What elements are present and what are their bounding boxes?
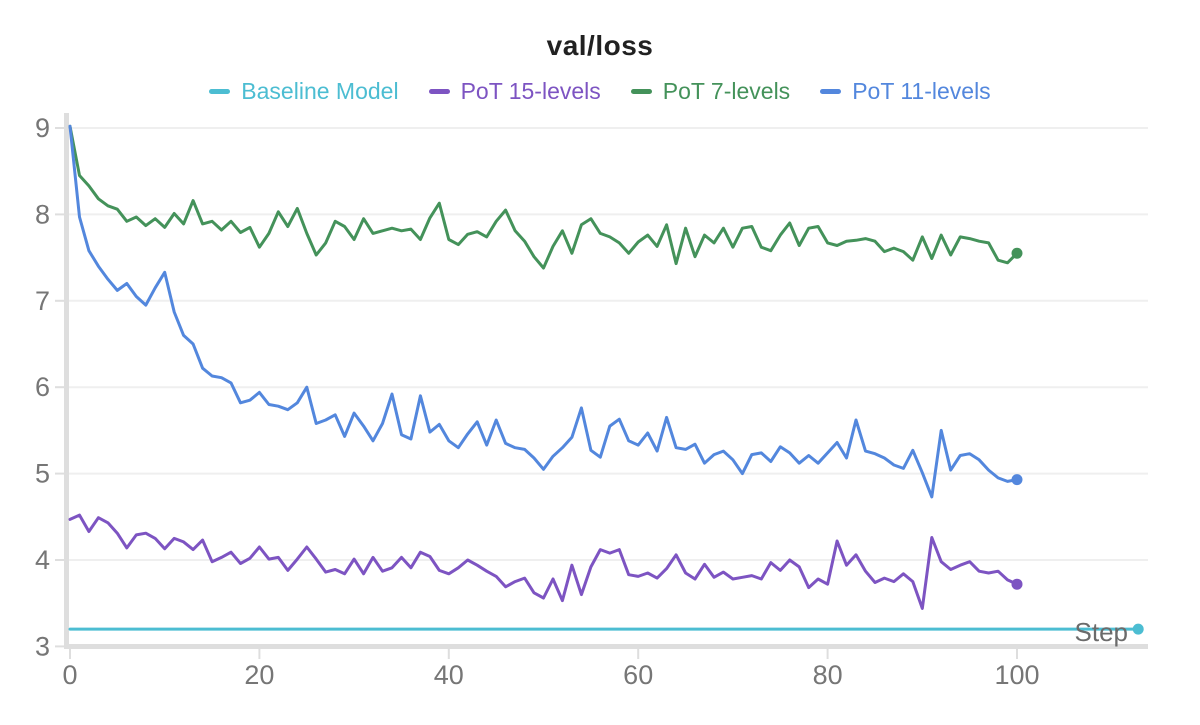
plot-area: 3 4 5 6 7 8 9 0 20 40 60 80 100 Step <box>0 0 1200 725</box>
x-tick-label: 80 <box>813 660 843 690</box>
y-tick-label: 5 <box>35 459 50 489</box>
series-end-dot-pot-11-levels <box>1012 474 1023 485</box>
y-tick-label: 3 <box>35 631 50 661</box>
series-line-pot-15-levels <box>70 515 1017 608</box>
series-end-dot-baseline-model <box>1133 624 1144 635</box>
y-tick-label: 8 <box>35 199 50 229</box>
series-line-pot-11-levels <box>70 126 1017 497</box>
y-tick-label: 9 <box>35 113 50 143</box>
x-tick-label: 0 <box>62 660 77 690</box>
y-tick-label: 7 <box>35 286 50 316</box>
x-tick-label: 40 <box>434 660 464 690</box>
x-tick-label: 20 <box>244 660 274 690</box>
x-tick-label: 100 <box>994 660 1039 690</box>
y-tick-label: 4 <box>35 545 50 575</box>
x-axis-title: Step <box>1075 617 1129 647</box>
y-tick-label: 6 <box>35 372 50 402</box>
x-tick-label: 60 <box>623 660 653 690</box>
series-end-dot-pot-7-levels <box>1012 248 1023 259</box>
series-end-dot-pot-15-levels <box>1012 579 1023 590</box>
series-line-pot-7-levels <box>70 126 1017 268</box>
